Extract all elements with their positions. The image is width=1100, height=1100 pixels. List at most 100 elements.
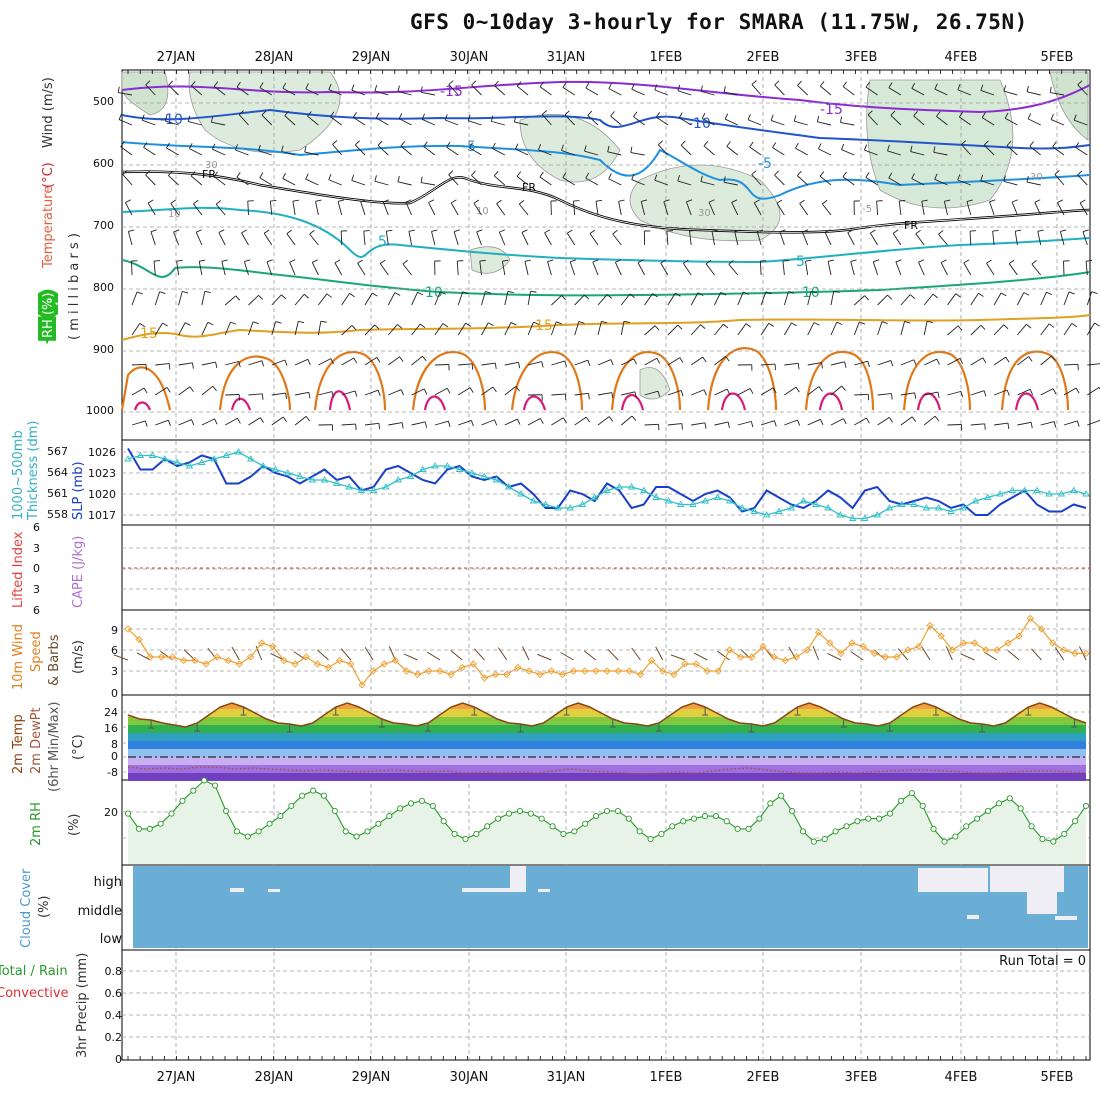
wind-barb [923, 293, 934, 306]
wind-barb [947, 390, 962, 396]
wind-barb [1040, 388, 1054, 396]
wind-barb [1082, 231, 1088, 246]
wind-barb [943, 201, 948, 216]
temp-band [128, 765, 1086, 773]
wind10-speed-point [324, 663, 333, 672]
wind-barb-flag [615, 259, 622, 263]
wind-barb [328, 179, 342, 186]
wind10-barb [583, 650, 597, 661]
wind-barb [1006, 145, 1018, 156]
wind-barb-flag [864, 295, 870, 301]
temp2m-unit-label: (°C) [71, 734, 86, 760]
top-day-label: 4FEB [945, 50, 978, 65]
wind-barb [1040, 355, 1052, 366]
contour-label: FR [522, 181, 536, 194]
wind-barb-flag [844, 361, 847, 368]
wind-barb [900, 321, 905, 336]
wind-barb-flag [833, 290, 840, 293]
wind-barb-flag [286, 229, 292, 235]
wind-barb [824, 232, 832, 246]
rh2m-point [658, 830, 665, 838]
wind-barb-flag [601, 320, 608, 324]
wind-barb [408, 231, 413, 246]
wind-barb [411, 355, 423, 366]
wind-barb-flag [850, 259, 857, 262]
contour-label: -15 [440, 84, 463, 100]
wind-barb [271, 392, 286, 396]
wind-barb-flag [1077, 170, 1083, 176]
wind-barb [387, 292, 396, 306]
rh2m-point [222, 807, 230, 815]
bottom-day-label: 3FEB [845, 1070, 878, 1085]
wind-barb [753, 202, 762, 216]
wind10-barb [426, 651, 441, 661]
wind-barb-flag [510, 322, 517, 326]
wind-barb-flag [304, 146, 307, 153]
wind-barb-flag [1034, 199, 1041, 203]
wind-barb [724, 118, 738, 126]
wind-barb [689, 231, 692, 246]
wind-barb-flag [867, 361, 870, 368]
wind-barb [351, 180, 366, 186]
wind-barb [457, 387, 471, 396]
wind-barb-flag [1053, 421, 1057, 428]
wind-barb-flag [680, 390, 684, 397]
thickness-point [762, 511, 771, 518]
wind-barb [1050, 119, 1065, 126]
wind-barb-flag [541, 110, 548, 115]
cloud-gap [510, 866, 526, 892]
wind10-speed-point [291, 660, 299, 668]
cloud-gap [1055, 916, 1077, 920]
wind-barb-flag [563, 417, 567, 424]
temp-contour-20 [218, 355, 292, 411]
rh-tick: 20 [104, 806, 118, 819]
wind-barb [294, 358, 309, 366]
rh2m-point [571, 828, 578, 835]
wind-barb [677, 180, 692, 186]
rh2m-point [669, 823, 676, 830]
wind-barb [178, 386, 191, 396]
wind-barb [737, 388, 751, 396]
wind-barb [398, 118, 412, 126]
wind-barb [957, 89, 971, 96]
wind-barb [963, 262, 972, 276]
wind-barb [423, 146, 436, 156]
wind-barb-flag [822, 199, 828, 205]
wind10-barb [136, 652, 151, 661]
wind-barb-flag [921, 199, 928, 202]
rh2m-point [603, 807, 611, 815]
wind-barb [574, 416, 587, 426]
thickness-point [701, 497, 710, 504]
wind-barb [481, 386, 494, 396]
contour-label: -5 [758, 156, 772, 172]
wind-barb [155, 386, 168, 396]
wind10-speed-point [503, 670, 511, 679]
wind-barb [354, 144, 366, 156]
wind-barb-flag [371, 292, 378, 297]
wind-barb-flag [890, 360, 894, 367]
thickness-point [345, 483, 353, 490]
wind-tick: 9 [111, 624, 118, 637]
thickness-point [615, 483, 624, 490]
rh2m-point [451, 830, 458, 838]
thickness-point [468, 469, 476, 476]
wind-barb-flag [608, 173, 612, 180]
wind-barb [614, 262, 622, 276]
wind-barb-flag [567, 229, 573, 234]
wind-barb [842, 176, 855, 186]
wind10-barb [897, 648, 909, 661]
wind-barb [947, 325, 959, 336]
wind10-barb [812, 645, 820, 661]
wind-barb [154, 322, 163, 336]
wind-barb [248, 417, 261, 426]
thickness-point [1033, 486, 1041, 493]
level-label: 500 [93, 95, 114, 108]
slp-panel [121, 439, 1091, 526]
wind-barb-flag [573, 200, 580, 202]
wind-barb-flag [937, 391, 940, 399]
wind10-speed-point [558, 670, 567, 679]
y-tick-labels: 500 600 700 800 900 1000 567 564 561 558… [33, 95, 122, 1066]
wind-barb [970, 423, 985, 426]
top-day-label: 1FEB [650, 50, 683, 65]
wind10-speed-point [881, 653, 890, 661]
